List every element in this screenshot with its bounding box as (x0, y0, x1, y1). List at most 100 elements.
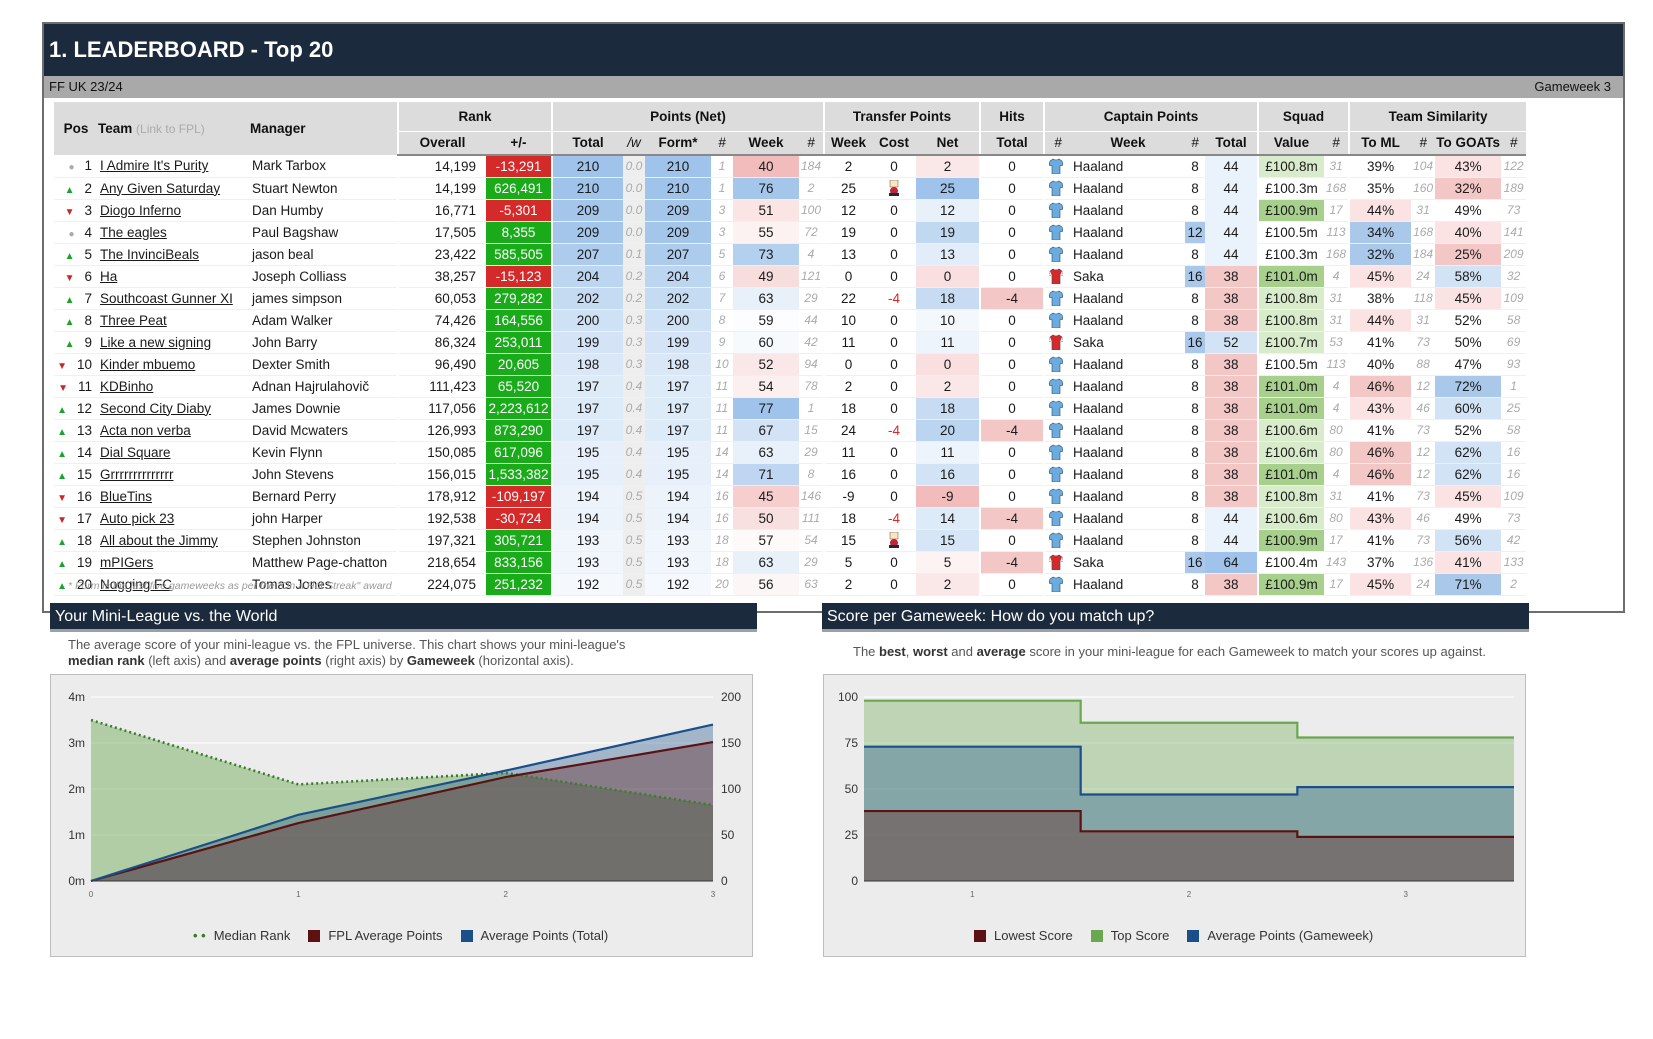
team-link[interactable]: The InvinciBeals (100, 246, 200, 262)
captain-total: 52 (1205, 331, 1259, 353)
transfer-net: 0 (916, 265, 981, 287)
team-link[interactable]: The eagles (100, 224, 167, 240)
week-rank: 100 (801, 203, 822, 217)
captain-name: Saka (1073, 268, 1104, 284)
col-pos: Pos (54, 102, 98, 155)
transfer-net: 2 (916, 375, 981, 397)
team-cell: All about the Jimmy (98, 529, 250, 551)
legend-item[interactable]: Lowest Score (974, 928, 1073, 943)
squad-value: £100.9m (1257, 529, 1325, 551)
legend-item[interactable]: Top Score (1090, 928, 1170, 943)
team-link[interactable]: Southcoast Gunner XI (100, 290, 233, 306)
col-transfer-cost: Cost (872, 131, 917, 156)
squad-value-rank: 17 (1329, 203, 1343, 217)
points-total: 199 (551, 331, 623, 353)
manager-name: David Mcwaters (252, 422, 349, 438)
overall-rank: 17,505 (397, 221, 486, 243)
col-total: Total (551, 131, 623, 156)
manager-name: Stuart Newton (252, 180, 338, 196)
rank-down-icon: ▼ (58, 382, 68, 394)
transfer-cost: -4 (888, 290, 901, 306)
team-link[interactable]: All about the Jimmy (100, 532, 218, 548)
similarity-to-ml: 41% (1348, 331, 1412, 353)
position-number: 18 (76, 532, 92, 548)
form-rank: 3 (718, 225, 726, 239)
transfer-cost: 0 (890, 488, 898, 504)
man-city-shirt-icon (1049, 180, 1064, 197)
captain-name: Haaland (1073, 312, 1124, 328)
team-link[interactable]: Three Peat (100, 312, 167, 328)
legend-item[interactable]: • • Median Rank (193, 928, 290, 943)
transfer-week: 15 (823, 529, 873, 551)
squad-value-rank: 80 (1329, 423, 1343, 437)
squad-value-rank: 143 (1326, 555, 1347, 569)
team-link[interactable]: Dial Square (100, 444, 171, 460)
team-link[interactable]: Like a new signing (100, 334, 212, 350)
position-cell: ▲ 15 (54, 463, 98, 485)
squad-value-rank: 31 (1329, 159, 1343, 174)
hits-total: 0 (979, 573, 1045, 595)
transfer-week: 13 (823, 243, 873, 265)
team-link[interactable]: Acta non verba (100, 422, 191, 438)
week-rank: 63 (804, 577, 818, 591)
team-link[interactable]: I Admire It's Purity (100, 158, 209, 174)
legend-item[interactable]: Average Points (Gameweek) (1187, 928, 1373, 943)
team-link[interactable]: mPIGers (100, 554, 154, 570)
legend-swatch: • • (193, 928, 206, 943)
man-city-shirt-icon (1049, 378, 1064, 395)
arsenal-shirt-icon (1049, 554, 1064, 571)
captain-total: 44 (1205, 199, 1259, 221)
manager-name: Joseph Colliass (252, 268, 347, 284)
week-points: 63 (733, 287, 799, 309)
y-right-tick-label: 100 (721, 782, 741, 796)
transfer-week: 11 (823, 441, 873, 463)
team-link[interactable]: BlueTins (100, 488, 153, 504)
points-total: 195 (551, 463, 623, 485)
rank-change: -109,197 (486, 485, 552, 507)
form-rank: 11 (715, 401, 729, 415)
captain-total: 44 (1205, 529, 1259, 551)
x-tick-label: 3 (711, 890, 716, 899)
rank-change: 253,011 (486, 331, 552, 353)
legend-item[interactable]: FPL Average Points (308, 928, 443, 943)
team-link[interactable]: Auto pick 23 (100, 510, 175, 526)
similarity-to-goats: 71% (1435, 573, 1502, 595)
group-squad: Squad (1257, 102, 1350, 132)
transfer-week: 2 (823, 375, 873, 397)
team-link[interactable]: KDBinho (100, 378, 154, 394)
transfer-cost: 0 (890, 356, 898, 372)
group-rank: Rank (397, 102, 552, 132)
team-link[interactable]: Grrrrrrrrrrrrrr (100, 466, 174, 482)
team-link[interactable]: Ha (100, 268, 118, 284)
manager-name: Stephen Johnston (252, 532, 361, 548)
col-form: Form* (645, 131, 711, 156)
similarity-to-goats: 45% (1435, 287, 1502, 309)
captain-total: 64 (1205, 551, 1259, 573)
similarity-to-goats-rank: 2 (1510, 577, 1517, 591)
team-link[interactable]: Any Given Saturday (100, 180, 221, 196)
team-link[interactable]: Second City Diaby (100, 400, 212, 416)
form-points: 198 (645, 353, 711, 375)
team-link[interactable]: Diogo Inferno (100, 202, 182, 218)
transfer-net: 18 (916, 397, 981, 419)
overall-rank: 224,075 (397, 573, 486, 595)
form-points: 192 (645, 573, 711, 595)
legend-label: Top Score (1110, 928, 1170, 943)
squad-value-rank: 80 (1329, 511, 1343, 525)
col-team: Team (Link to FPL) (98, 102, 250, 155)
points-per-week: 0.4 (623, 375, 645, 397)
week-points: 45 (733, 485, 799, 507)
similarity-to-goats-rank: 16 (1506, 445, 1521, 459)
form-rank: 7 (718, 291, 726, 305)
team-link[interactable]: Kinder mbuemo (100, 356, 196, 372)
legend-item[interactable]: Average Points (Total) (460, 928, 608, 943)
form-rank: 3 (718, 203, 726, 217)
captain-shirt-cell (1043, 463, 1072, 485)
y-tick-label: 100 (838, 690, 858, 704)
y-right-tick-label: 0 (721, 874, 728, 888)
team-link[interactable]: Nogging FC (100, 576, 173, 592)
points-per-week: 0.3 (623, 331, 645, 353)
transfer-net: 18 (916, 287, 981, 309)
points-total: 194 (551, 485, 623, 507)
similarity-to-ml-rank: 24 (1416, 269, 1430, 283)
